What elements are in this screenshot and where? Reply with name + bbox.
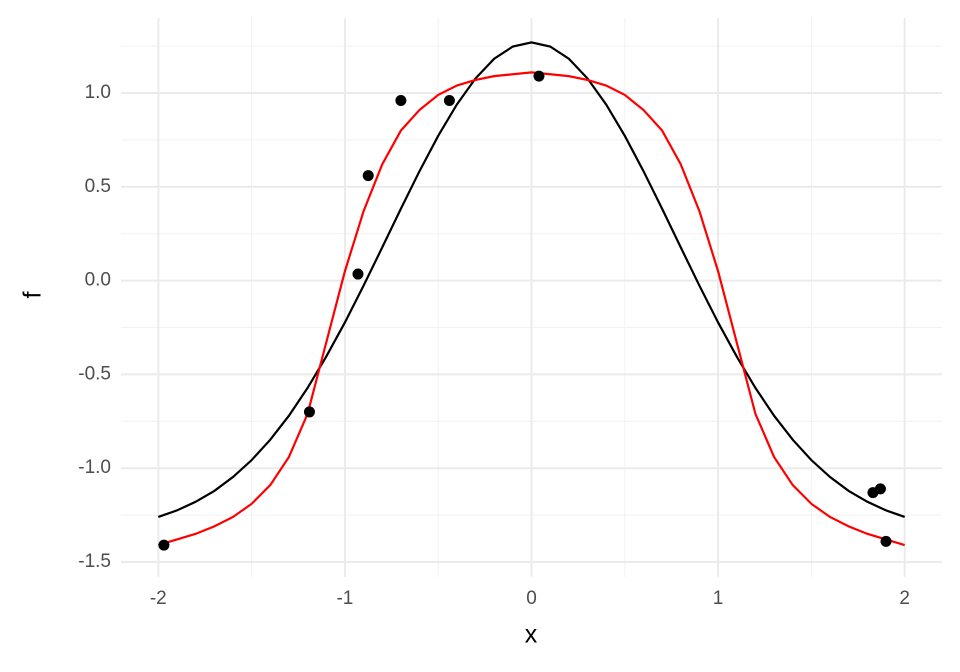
point: [533, 70, 545, 82]
x-tick-label: -2: [150, 588, 167, 609]
point: [352, 268, 364, 280]
y-tick-label: -1.5: [78, 551, 111, 572]
y-tick-label: 0.0: [85, 270, 111, 291]
point: [303, 406, 315, 418]
point: [443, 95, 455, 107]
line: [158, 71, 905, 547]
x-axis-title: x: [525, 621, 538, 649]
y-tick-label: 0.5: [85, 176, 111, 197]
x-tick-label: 2: [899, 588, 910, 609]
line: [157, 41, 906, 519]
point: [395, 95, 407, 107]
y-tick-label: -1.0: [78, 457, 111, 478]
y-tick-label: 1.0: [85, 82, 111, 103]
x-tick-label: 0: [526, 588, 537, 609]
point: [362, 170, 374, 182]
point: [880, 535, 892, 547]
x-tick-label: 1: [713, 588, 724, 609]
point: [874, 483, 886, 495]
point: [158, 539, 170, 551]
y-tick-label: -0.5: [78, 363, 111, 384]
x-tick-label: -1: [336, 588, 353, 609]
y-axis-title: f: [19, 291, 47, 298]
